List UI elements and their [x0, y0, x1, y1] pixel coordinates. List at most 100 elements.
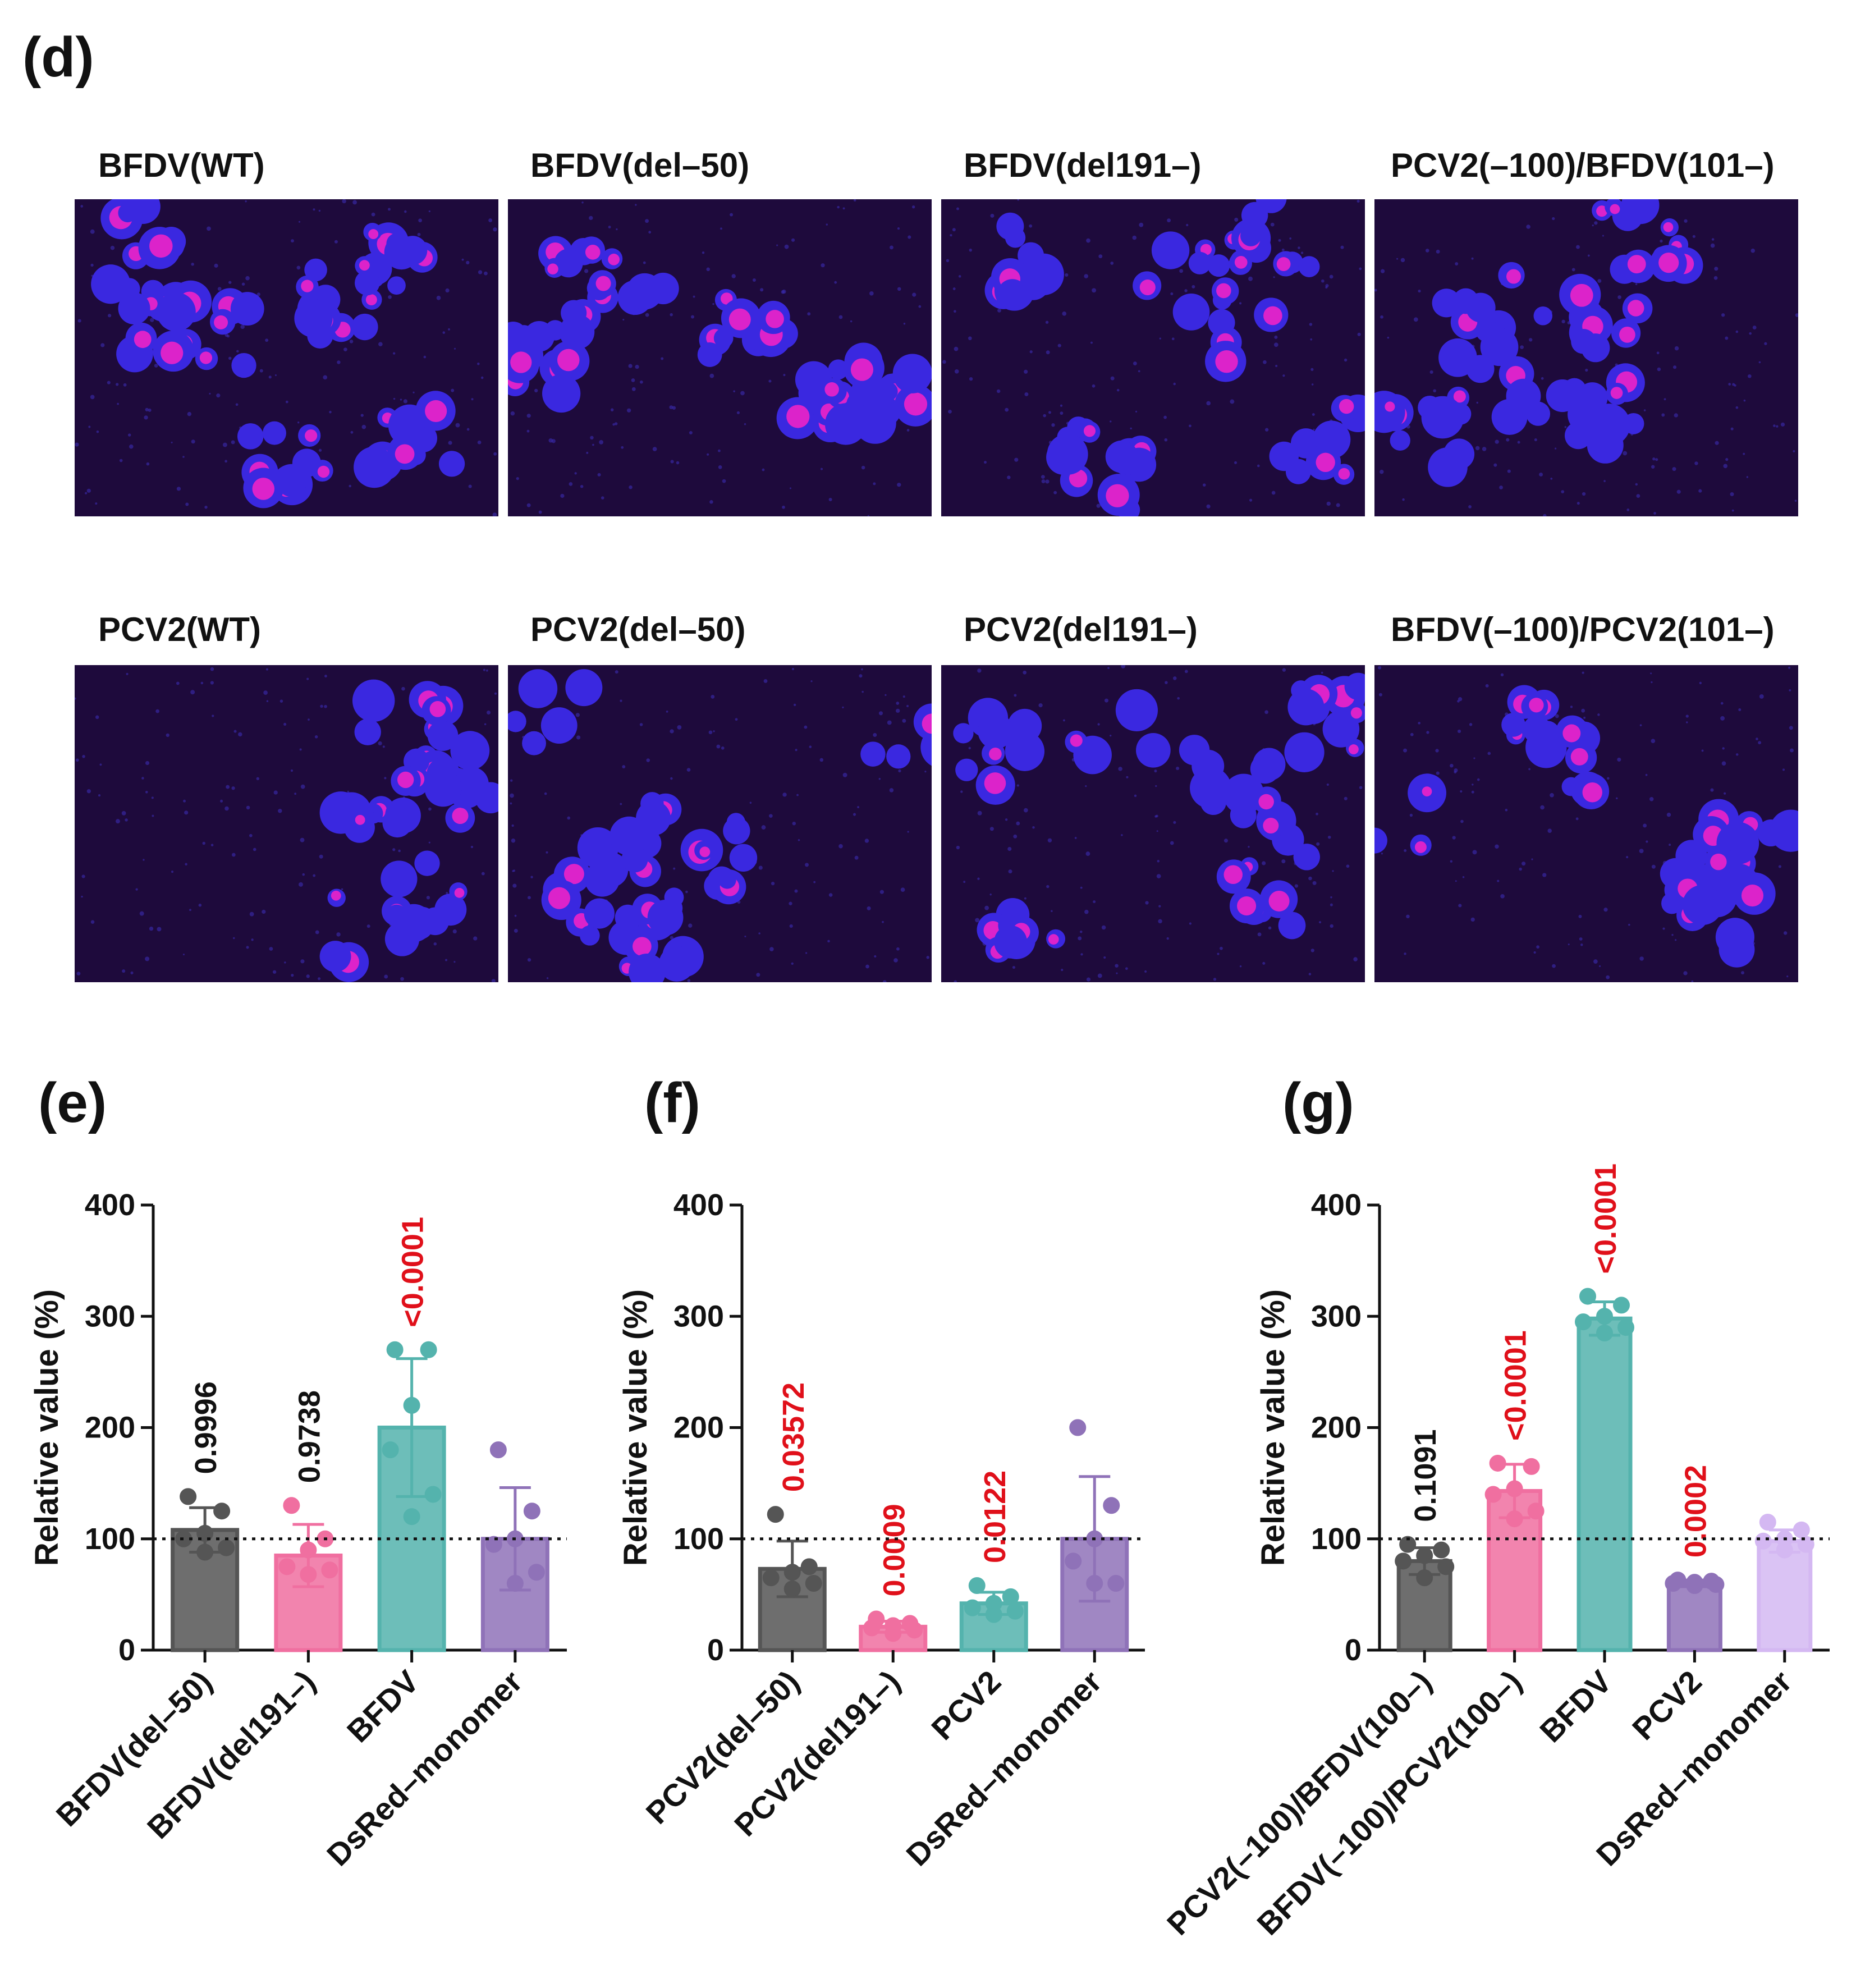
data-point [278, 1558, 296, 1575]
panel-label-g: (g) [1282, 1071, 1354, 1134]
micrograph-pcv2-wt [75, 665, 498, 982]
y-tick-label: 0 [707, 1633, 724, 1667]
data-point [1006, 1602, 1024, 1620]
data-point [1759, 1514, 1776, 1531]
chart-1: 0 100 200 300 400 Relative value (%) 0.03572 PC… [617, 1188, 1145, 1872]
data-point [885, 1625, 902, 1642]
micrograph-bfdv-wt [75, 199, 498, 516]
p-value-label: <0.0001 [1499, 1330, 1533, 1441]
data-point [321, 1561, 338, 1579]
chart-0: 0 100 200 300 400 Relative value (%) 0.9996 BFD… [29, 1188, 567, 1872]
y-tick-label: 0 [118, 1633, 135, 1667]
panel-label-d: (d) [22, 26, 94, 89]
x-tick-label: DsRed–monomer [320, 1664, 529, 1872]
micrograph-label: PCV2(del191–) [964, 611, 1198, 648]
x-tick-label: PCV2 [924, 1664, 1007, 1747]
data-point [218, 1539, 235, 1556]
data-point [1103, 1497, 1120, 1514]
data-point [800, 1558, 818, 1575]
p-value-label: 0.9996 [189, 1381, 223, 1474]
p-value-label: <0.0001 [396, 1217, 430, 1327]
data-point [528, 1564, 545, 1581]
data-point [196, 1524, 214, 1542]
data-point [1437, 1558, 1455, 1575]
data-point [489, 1441, 507, 1459]
micrograph-label: BFDV(del–50) [530, 146, 750, 184]
data-point [783, 1564, 801, 1581]
data-point [1579, 1288, 1596, 1305]
micrograph-pcv2-100-bfdv-101 [1374, 199, 1798, 516]
error-bar [396, 1357, 428, 1498]
data-point [985, 1606, 1002, 1623]
data-point [485, 1536, 502, 1553]
p-value-label: 0.03572 [777, 1382, 810, 1492]
data-point [1707, 1576, 1725, 1593]
data-point [1416, 1547, 1433, 1564]
y-axis-label: Relative value (%) [617, 1289, 654, 1566]
bar [1577, 1316, 1633, 1652]
y-tick-label: 300 [673, 1299, 724, 1333]
data-point [1506, 1480, 1523, 1497]
data-point [1523, 1458, 1540, 1475]
data-point [767, 1506, 784, 1523]
y-tick-label: 200 [85, 1411, 135, 1445]
data-point [1665, 1575, 1682, 1592]
data-point [762, 1569, 780, 1587]
panel-label-e: (e) [38, 1071, 107, 1134]
micrograph-bfdv-del-50 [508, 199, 932, 516]
data-point [1069, 1419, 1087, 1436]
data-point [1754, 1532, 1772, 1550]
micrograph-bfdv-del191 [941, 199, 1365, 516]
data-point [1613, 1297, 1630, 1314]
x-tick-label: BFDV [1533, 1664, 1618, 1749]
y-tick-label: 200 [673, 1411, 724, 1445]
micrograph-bfdv-100-pcv2-101 [1374, 665, 1798, 982]
data-point [1065, 1552, 1082, 1570]
data-point [180, 1488, 197, 1505]
micrograph-label: BFDV(WT) [98, 146, 265, 184]
bar [1666, 1581, 1722, 1652]
data-point [506, 1575, 524, 1592]
panel-label-f: (f) [644, 1071, 700, 1134]
data-point [1527, 1503, 1545, 1520]
data-point [805, 1575, 822, 1592]
micrograph-label: PCV2(del–50) [530, 611, 746, 648]
data-point [1086, 1575, 1103, 1592]
p-value-label: 0.9738 [292, 1390, 326, 1483]
data-point [196, 1543, 214, 1561]
p-value-label: <0.0001 [1589, 1164, 1623, 1274]
data-point [1433, 1541, 1450, 1559]
data-point [1596, 1308, 1613, 1325]
data-point [863, 1619, 881, 1637]
data-point [283, 1497, 300, 1514]
data-point [1793, 1521, 1810, 1538]
p-value-label: 0.0122 [978, 1471, 1012, 1563]
micrograph-label: BFDV(del191–) [964, 146, 1202, 184]
data-point [783, 1580, 801, 1597]
y-tick-label: 400 [673, 1188, 724, 1222]
p-value-label: 0.1091 [1409, 1429, 1442, 1522]
x-tick-label: DsRed–monomer [899, 1664, 1108, 1872]
data-point [403, 1508, 420, 1526]
data-point [523, 1503, 540, 1520]
data-point [1776, 1541, 1793, 1559]
data-point [382, 1441, 399, 1459]
data-point [964, 1599, 981, 1616]
y-tick-label: 200 [1311, 1411, 1362, 1445]
data-point [1575, 1313, 1592, 1331]
y-axis-label: Relative value (%) [29, 1289, 65, 1566]
x-tick-label: PCV2 [1625, 1664, 1708, 1747]
micrograph-pcv2-del191 [941, 665, 1365, 982]
data-point [1596, 1324, 1613, 1341]
data-point [300, 1566, 317, 1583]
data-point [906, 1621, 923, 1639]
data-point [1484, 1486, 1502, 1503]
p-value-label: 0.0009 [877, 1504, 911, 1596]
data-point [420, 1341, 437, 1358]
data-point [1399, 1536, 1417, 1553]
data-point [1506, 1510, 1523, 1528]
y-tick-label: 300 [85, 1299, 135, 1333]
data-point [424, 1486, 442, 1503]
y-axis-label: Relative value (%) [1255, 1289, 1291, 1566]
